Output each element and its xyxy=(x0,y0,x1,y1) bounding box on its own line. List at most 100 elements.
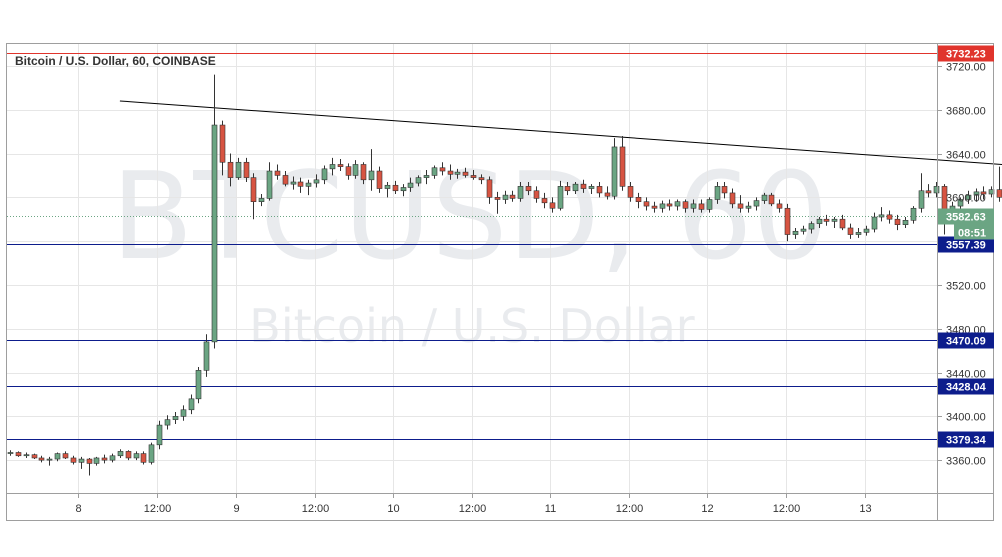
candle xyxy=(580,179,587,193)
candle-body xyxy=(666,203,673,207)
candle-body xyxy=(816,218,823,224)
candle-body xyxy=(148,444,155,463)
candle xyxy=(384,181,391,198)
candle xyxy=(62,451,69,460)
candle xyxy=(800,225,807,235)
candle-body xyxy=(329,164,336,170)
candle-body xyxy=(502,194,509,200)
candle-body xyxy=(38,457,45,461)
candle xyxy=(188,394,195,415)
chart-title: Bitcoin / U.S. Dollar, 60, COINBASE xyxy=(15,54,216,68)
price-badge xyxy=(938,45,994,62)
candle-body xyxy=(360,164,367,181)
trendline[interactable] xyxy=(119,100,1002,168)
candle xyxy=(376,166,383,193)
candle-body xyxy=(282,175,289,185)
trendline-layer xyxy=(119,100,1002,168)
candle-body xyxy=(203,341,210,371)
candle-body xyxy=(313,179,320,184)
candle-body xyxy=(274,170,281,176)
candle-body xyxy=(823,218,830,222)
candle xyxy=(902,217,909,228)
candle xyxy=(7,450,14,456)
candle xyxy=(792,227,799,239)
candle xyxy=(737,195,744,213)
candle-body xyxy=(188,398,195,411)
candle xyxy=(643,197,650,211)
candle-body xyxy=(140,453,147,463)
candle-body xyxy=(494,197,501,200)
candle xyxy=(863,225,870,236)
candle xyxy=(54,452,61,462)
candle-body xyxy=(729,192,736,205)
candle-body xyxy=(376,170,383,189)
candle-body xyxy=(352,164,359,176)
candle-body xyxy=(415,177,422,184)
candle-body xyxy=(706,199,713,210)
candle-body xyxy=(517,186,524,199)
candle-body xyxy=(721,186,728,194)
candle-body xyxy=(227,161,234,178)
candle-body xyxy=(541,198,548,204)
candle-body xyxy=(478,177,485,181)
price-badge-label: 3428.04 xyxy=(946,382,987,394)
candle xyxy=(706,197,713,213)
candle-body xyxy=(156,424,163,446)
y-tick-label: 3360.00 xyxy=(946,456,986,468)
candle xyxy=(965,190,972,204)
candle-body xyxy=(243,161,250,178)
candle-body xyxy=(101,457,108,461)
candle xyxy=(690,199,697,213)
candle-body xyxy=(93,457,100,464)
x-tick-label: 10 xyxy=(387,503,399,515)
candle xyxy=(360,162,367,185)
candle-body xyxy=(557,186,564,209)
candle xyxy=(502,190,509,204)
candle xyxy=(93,456,100,466)
candle-body xyxy=(768,194,775,205)
candle xyxy=(674,199,681,211)
y-tick-label: 3520.00 xyxy=(946,281,986,293)
candle xyxy=(980,186,987,200)
candle-body xyxy=(973,191,980,196)
candle-body xyxy=(965,194,972,200)
x-tick-label: 12 xyxy=(701,503,713,515)
candle-body xyxy=(737,203,744,209)
candle xyxy=(15,451,22,457)
watermark: BTCUSD, 60 Bitcoin / U.S. Dollar xyxy=(111,148,829,353)
candle xyxy=(462,167,469,178)
countdown-badge xyxy=(954,224,994,240)
grid xyxy=(7,44,937,493)
candle-body xyxy=(86,458,93,464)
candle-body xyxy=(117,451,124,457)
candle-body xyxy=(855,232,862,235)
candle-body xyxy=(305,182,312,187)
candle xyxy=(619,135,626,191)
candle-body xyxy=(439,167,446,172)
candle-body xyxy=(525,186,532,192)
y-tick-label: 3680.00 xyxy=(946,106,986,118)
candle xyxy=(659,200,666,213)
candle-body xyxy=(297,181,304,187)
candle-body xyxy=(15,452,22,457)
candle-body xyxy=(250,177,257,202)
time-axis: 8 12:00 9 12:00 10 12:00 11 12:00 12 12:00 13 xyxy=(75,493,872,515)
x-tick-label: 12:00 xyxy=(459,503,487,515)
candle xyxy=(454,168,461,179)
candle xyxy=(933,181,940,198)
candle-body xyxy=(674,201,681,207)
x-tick-label: 11 xyxy=(545,503,556,515)
candle xyxy=(768,192,775,207)
candle xyxy=(721,181,728,199)
candle xyxy=(235,157,242,180)
candle-body xyxy=(659,203,666,209)
candle xyxy=(211,74,218,349)
candle-body xyxy=(643,201,650,207)
candle xyxy=(423,169,430,185)
candle-body xyxy=(533,190,540,199)
candle-body xyxy=(172,416,179,420)
x-tick-label: 13 xyxy=(859,503,871,515)
candle xyxy=(745,201,752,213)
